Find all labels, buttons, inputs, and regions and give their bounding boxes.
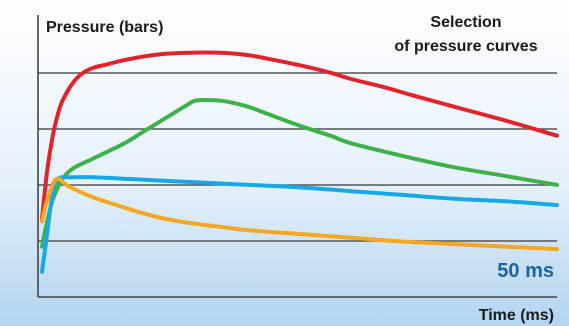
series-line-4	[40, 176, 559, 252]
chart-title-line-1: Selection	[430, 14, 501, 31]
time-annotation: 50 ms	[497, 260, 554, 282]
axes	[37, 15, 557, 298]
x-axis-label: Time (ms)	[479, 307, 554, 324]
series-line-3	[40, 175, 559, 274]
grid-lines	[38, 72, 557, 242]
series-line-1	[40, 50, 559, 221]
series-lines	[40, 50, 559, 274]
chart-title-line-2: of pressure curves	[394, 38, 537, 55]
y-axis-label: Pressure (bars)	[46, 19, 163, 36]
